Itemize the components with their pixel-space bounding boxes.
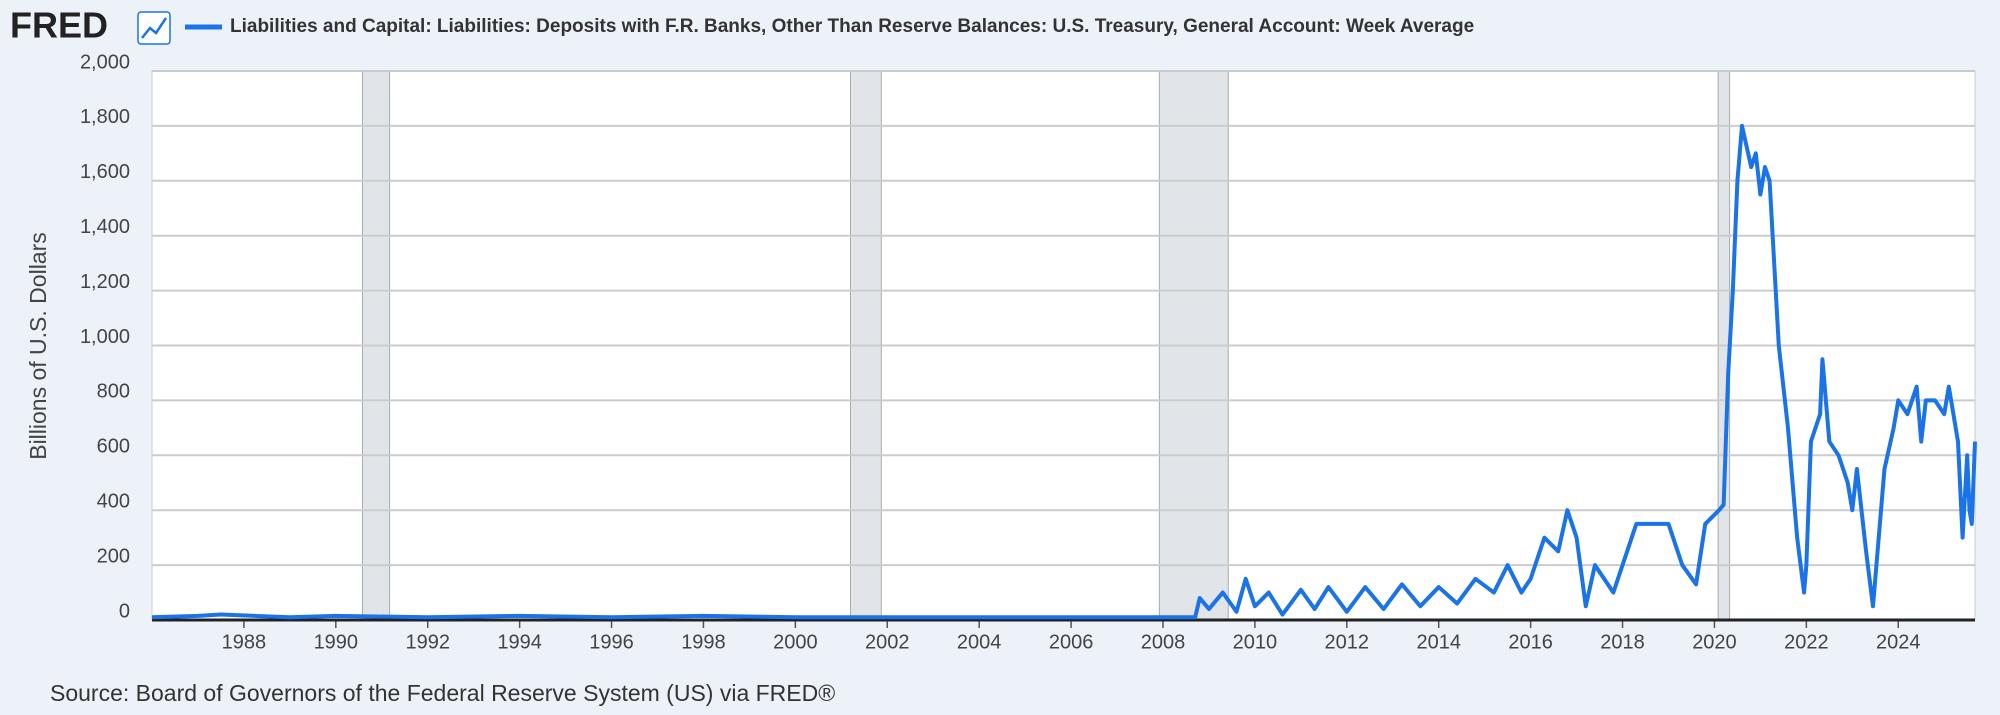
y-tick-label: 2,000	[80, 51, 130, 73]
x-tick-label: 2014	[1416, 631, 1461, 653]
x-tick-label: 1996	[589, 631, 634, 653]
x-tick-label: 2022	[1784, 631, 1829, 653]
x-tick-label: 2018	[1600, 631, 1645, 653]
x-tick-label: 1988	[222, 631, 267, 653]
x-tick-label: 1994	[497, 631, 542, 653]
y-tick-label: 0	[119, 600, 130, 622]
x-tick-label: 2024	[1876, 631, 1921, 653]
data-line	[151, 123, 1977, 620]
x-tick-label: 1998	[681, 631, 726, 653]
y-tick-label: 1,000	[80, 326, 130, 348]
x-tick-label: 1992	[405, 631, 450, 653]
x-tick-label: 2006	[1049, 631, 1094, 653]
x-tick-label: 2010	[1233, 631, 1278, 653]
source: Source: Board of Governors of the Federa…	[50, 680, 835, 706]
x-tick-label: 2008	[1141, 631, 1186, 653]
x-tick-label: 2002	[865, 631, 910, 653]
y-tick-label: 1,400	[80, 216, 130, 238]
logo-icon	[137, 11, 171, 45]
y-tick-label: 800	[97, 381, 130, 403]
y-tick-label: 1,600	[80, 161, 130, 183]
x-tick-label: 2016	[1508, 631, 1553, 653]
x-tick-label: 1990	[314, 631, 359, 653]
y-axis-label: Billions of U.S. Dollars	[25, 232, 51, 460]
chart-title: Liabilities and Capital: Liabilities: De…	[230, 16, 1474, 37]
x-tick-label: 2004	[957, 631, 1002, 653]
x-tick-label: 2020	[1692, 631, 1737, 653]
y-tick-label: 200	[97, 545, 130, 567]
y-tick-label: 1,800	[80, 106, 130, 128]
x-tick-label: 2012	[1325, 631, 1370, 653]
y-tick-label: 400	[97, 490, 130, 512]
logo: FRED	[10, 5, 108, 46]
y-tick-label: 1,200	[80, 271, 130, 293]
y-tick-label: 600	[97, 436, 130, 458]
x-tick-label: 2000	[773, 631, 818, 653]
